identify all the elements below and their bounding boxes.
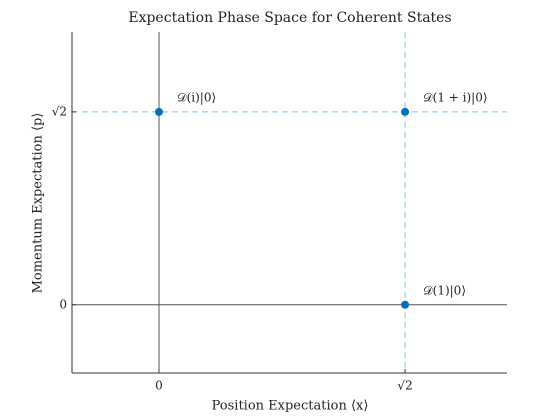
y-axis-label: Momentum Expectation ⟨p⟩	[31, 113, 46, 294]
point-label: 𝒟(i)|0⟩	[177, 90, 216, 104]
x-tick-label: 0	[155, 379, 163, 393]
point	[401, 107, 410, 116]
x-axis-label: Position Expectation ⟨x⟩	[212, 399, 369, 414]
x-tick-label: √2	[397, 379, 412, 393]
y-tick-label: √2	[52, 104, 67, 118]
point	[401, 300, 410, 309]
point	[155, 107, 163, 116]
y-tick-label: 0	[59, 297, 67, 311]
point-label: 𝒟(1 + i)|0⟩	[423, 90, 487, 104]
chart-title: Expectation Phase Space for Coherent Sta…	[128, 10, 451, 26]
point-label: 𝒟(1)|0⟩	[423, 283, 466, 297]
